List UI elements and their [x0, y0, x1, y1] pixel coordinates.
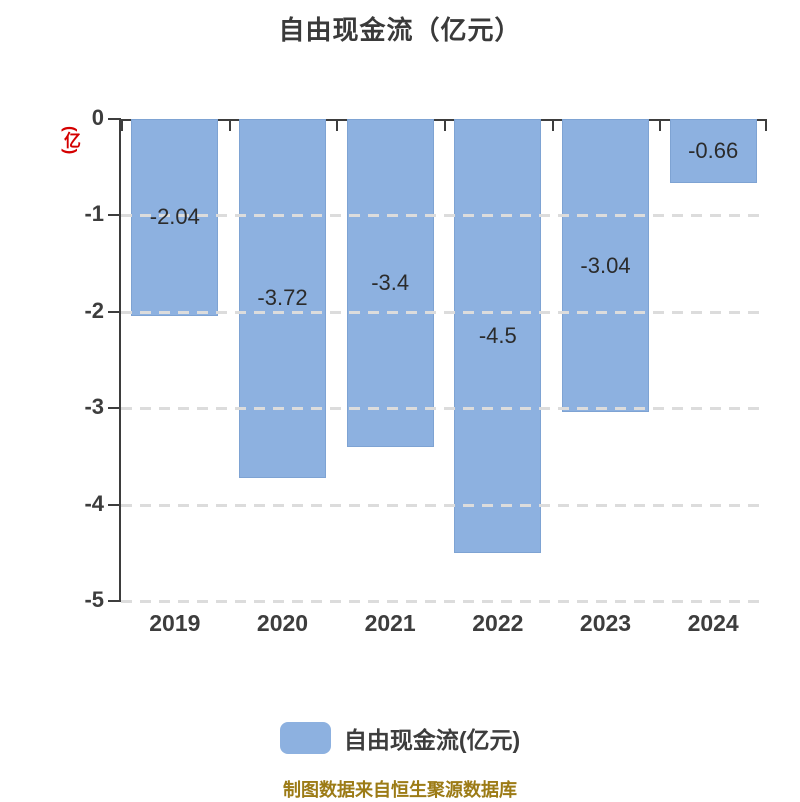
x-axis-label-2022: 2022	[472, 610, 524, 636]
bar-value-label-2021: -3.4	[371, 269, 410, 295]
data-source-note: 制图数据来自恒生聚源数据库	[283, 780, 517, 800]
y-tick-label--2: -2	[84, 297, 104, 323]
x-tick-mark-4	[552, 119, 554, 131]
y-tick-mark--5	[108, 600, 121, 602]
x-tick-mark-6	[765, 119, 767, 131]
legend-label: 自由现金流(亿元)	[343, 727, 521, 753]
bar-2023	[562, 119, 649, 413]
y-axis-unit-label: (亿)	[61, 126, 80, 155]
bar-value-label-2020: -3.72	[257, 285, 308, 311]
y-tick-label-0: 0	[91, 105, 104, 130]
x-axis-label-2019: 2019	[149, 610, 201, 636]
bar-value-label-2022: -4.5	[478, 322, 517, 348]
plot-area: -2.04 -3.72 -3.4 -4.5 -3.04 -0.66	[121, 119, 767, 603]
y-tick-mark--4	[108, 503, 121, 506]
bar-value-label-2023: -3.04	[580, 252, 631, 278]
x-tick-mark-1	[229, 119, 231, 131]
bar-value-label-2019: -2.04	[149, 204, 200, 230]
y-tick-label--1: -1	[84, 201, 104, 227]
x-axis-label-2023: 2023	[579, 610, 632, 636]
x-axis-label-2020: 2020	[256, 610, 309, 636]
chart-title: 自由现金流（亿元）	[278, 15, 522, 45]
y-axis-line	[119, 119, 121, 601]
bar-2021	[346, 119, 434, 447]
bar-2024	[669, 119, 757, 183]
y-tick-mark--1	[108, 214, 121, 217]
x-tick-mark-0	[121, 119, 123, 131]
y-tick-label--5: -5	[84, 587, 104, 612]
x-tick-mark-5	[659, 119, 661, 131]
x-tick-mark-3	[444, 119, 446, 131]
gridline-y-4	[121, 503, 767, 507]
x-tick-mark-2	[336, 119, 338, 131]
y-tick-label--4: -4	[84, 490, 104, 516]
bar-value-label-2024: -0.66	[688, 137, 739, 163]
bar-2020	[239, 119, 326, 478]
gridline-y-2	[121, 310, 767, 314]
y-tick-mark--2	[108, 310, 121, 313]
gridline-y-1	[121, 214, 767, 218]
y-tick-label--3: -3	[84, 394, 104, 420]
y-tick-mark--3	[108, 407, 121, 410]
bar-2022	[454, 119, 542, 553]
gridline-y-3	[121, 407, 767, 411]
gridline-y-5	[121, 600, 767, 603]
x-axis-label-2021: 2021	[364, 610, 416, 636]
y-tick-mark-0	[108, 118, 121, 120]
legend: 自由现金流(亿元)	[0, 720, 800, 756]
x-axis-label-2024: 2024	[687, 610, 739, 636]
legend-swatch	[279, 722, 331, 754]
